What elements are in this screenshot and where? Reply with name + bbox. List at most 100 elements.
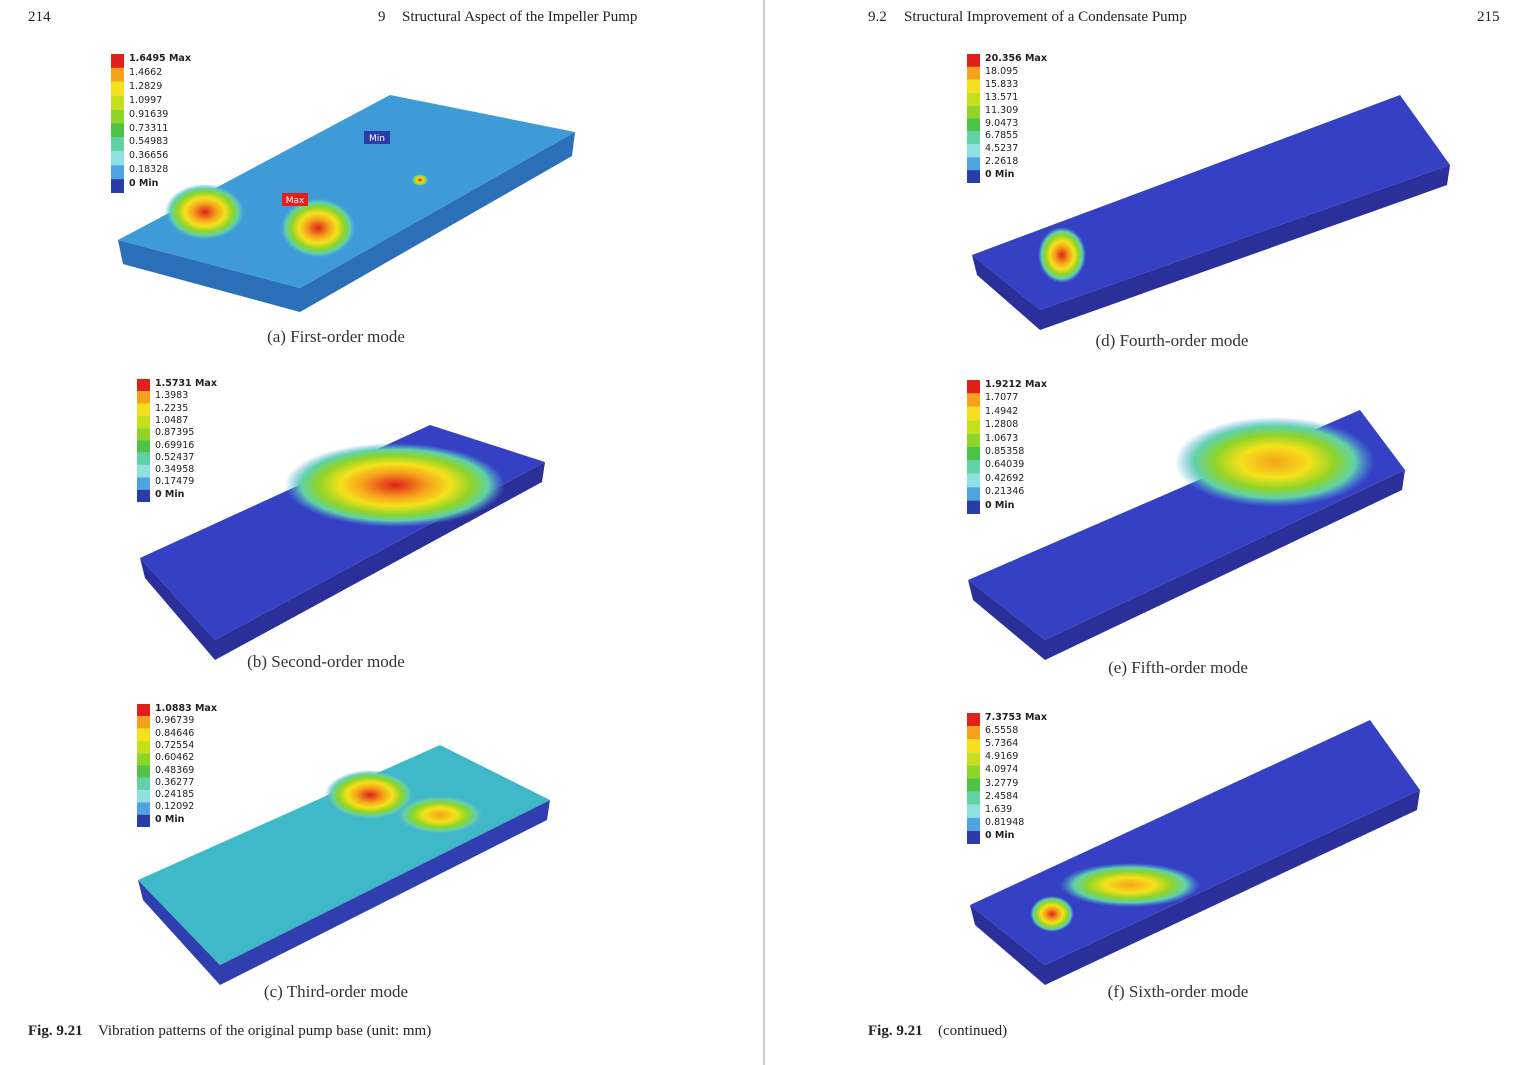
- legend-value: 1.0997: [129, 94, 163, 106]
- model-side: [300, 132, 575, 312]
- legend-swatch: [967, 460, 980, 474]
- legend-value: 0 Min: [129, 178, 159, 190]
- deformation-hotspot: [280, 198, 356, 258]
- legend-value: 0.17479: [155, 476, 195, 488]
- legend-swatch: [137, 716, 150, 729]
- model-side: [118, 240, 300, 312]
- deformation-hotspot: [412, 174, 428, 186]
- legend-swatch: [967, 380, 980, 394]
- legend-swatch: [967, 830, 980, 844]
- annotation-box: [364, 131, 390, 144]
- legend-value: 0.84646: [155, 727, 195, 739]
- legend-value: 0.72554: [155, 739, 195, 751]
- legend-swatch: [967, 54, 980, 67]
- figure-text: Vibration patterns of the original pump …: [98, 1023, 432, 1039]
- legend-value: 9.0473: [985, 117, 1019, 129]
- panel-caption: (e) Fifth-order mode: [1108, 658, 1248, 677]
- legend-value: 18.095: [985, 65, 1019, 77]
- legend-value: 6.7855: [985, 130, 1019, 142]
- legend-value: 0.91639: [129, 108, 169, 120]
- figure-label: Fig. 9.21: [28, 1023, 83, 1039]
- legend-swatch: [967, 500, 980, 514]
- legend-value: 1.4942: [985, 405, 1019, 417]
- legend-value: 0 Min: [155, 813, 185, 825]
- legend-value: 0.81948: [985, 816, 1025, 828]
- legend-value: 11.309: [985, 104, 1019, 116]
- legend-swatch: [967, 739, 980, 753]
- annotation-box: [282, 193, 308, 206]
- legend-value: 1.639: [985, 803, 1013, 815]
- legend-value: 1.0673: [985, 432, 1019, 444]
- legend-swatch: [967, 406, 980, 421]
- legend-value: 0.24185: [155, 789, 195, 801]
- panel-caption: (a) First-order mode: [267, 327, 405, 346]
- figure-text: (continued): [938, 1023, 1008, 1039]
- legend-value: 15.833: [985, 78, 1019, 90]
- legend-value: 0.60462: [155, 752, 195, 764]
- model-side: [138, 880, 220, 985]
- deformation-hotspot: [395, 795, 485, 835]
- legend-swatch: [137, 790, 150, 803]
- model-side: [1045, 790, 1420, 985]
- legend-value: 2.2618: [985, 156, 1019, 168]
- legend-value: 0.42692: [985, 472, 1025, 484]
- legend-swatch: [111, 165, 124, 180]
- legend-swatch: [137, 379, 150, 392]
- legend-swatch: [967, 713, 980, 727]
- legend-swatch: [967, 144, 980, 158]
- annotation-label: Min: [369, 134, 385, 144]
- legend-swatch: [137, 428, 150, 441]
- legend-swatch: [967, 726, 980, 740]
- annotation-label: Max: [286, 196, 305, 206]
- legend-value: 13.571: [985, 91, 1019, 103]
- deformation-hotspot: [1030, 896, 1074, 932]
- legend-value: 0 Min: [985, 499, 1015, 511]
- legend-value: 0.21346: [985, 486, 1025, 498]
- legend-swatch: [137, 440, 150, 453]
- model-side: [220, 800, 550, 985]
- header-section: 9: [378, 9, 386, 25]
- legend-swatch: [967, 66, 980, 80]
- legend-swatch: [111, 67, 124, 82]
- legend-value: 5.7364: [985, 738, 1019, 750]
- model-side: [1040, 165, 1450, 330]
- model-top: [970, 720, 1420, 965]
- legend-swatch: [967, 105, 980, 119]
- model-side: [970, 905, 1045, 985]
- legend-swatch: [111, 123, 124, 138]
- model-side: [140, 558, 215, 660]
- deformation-hotspot: [325, 770, 415, 820]
- model-top: [972, 95, 1450, 310]
- deformation-hotspot: [1060, 863, 1200, 907]
- legend-swatch: [137, 489, 150, 502]
- legend-swatch: [111, 151, 124, 166]
- legend-value: 1.2808: [985, 419, 1019, 431]
- legend-value: 1.5731 Max: [155, 378, 217, 389]
- legend-swatch: [967, 765, 980, 779]
- legend-swatch: [967, 170, 980, 183]
- legend-value: 3.2779: [985, 777, 1019, 789]
- legend-value: 1.4662: [129, 66, 163, 78]
- legend-swatch: [137, 415, 150, 429]
- legend-swatch: [137, 802, 150, 815]
- legend-value: 0.36656: [129, 150, 169, 162]
- legend-value: 1.0487: [155, 414, 189, 426]
- legend-swatch: [137, 753, 150, 766]
- legend-swatch: [967, 420, 980, 434]
- legend-value: 0.85358: [985, 446, 1025, 457]
- legend-value: 4.0974: [985, 764, 1019, 776]
- header-title: Structural Improvement of a Condensate P…: [904, 9, 1187, 25]
- legend-swatch: [111, 95, 124, 110]
- model-top: [118, 95, 575, 288]
- legend-value: 0.69916: [155, 439, 195, 451]
- model-side: [972, 255, 1040, 330]
- header-section: 9.2: [868, 9, 887, 25]
- legend-swatch: [111, 54, 124, 68]
- legend-value: 1.2235: [155, 402, 189, 414]
- legend-swatch: [967, 817, 980, 831]
- legend-value: 4.5237: [985, 143, 1019, 155]
- legend-swatch: [137, 704, 150, 717]
- legend-swatch: [967, 487, 980, 501]
- legend-swatch: [137, 728, 150, 741]
